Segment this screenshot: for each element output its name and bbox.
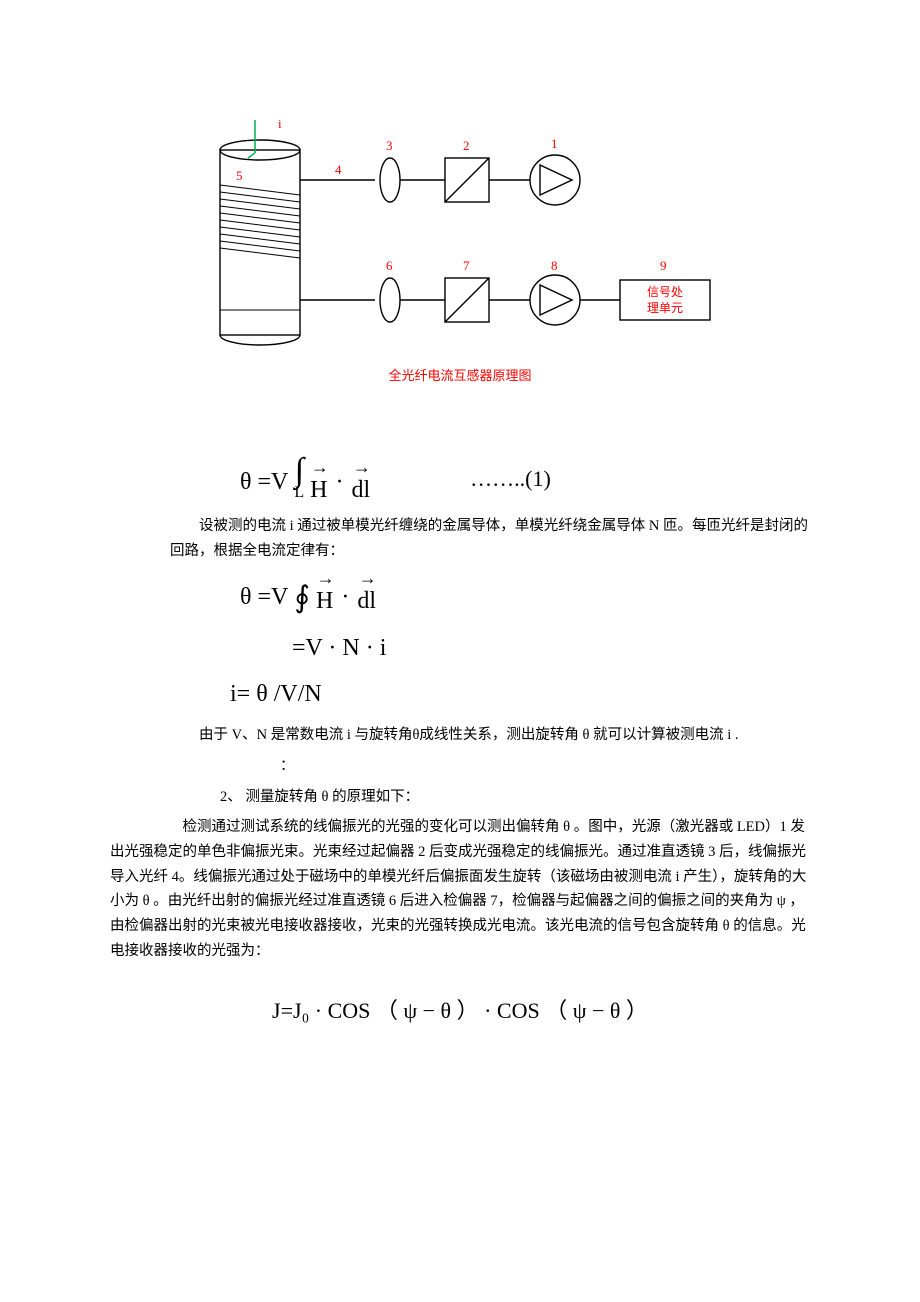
label-i: i (278, 120, 282, 131)
box9-text2: 理单元 (647, 301, 683, 315)
paragraph-2: 由于 V、N 是常数电流 i 与旋转角θ成线性关系，测出旋转角 θ 就可以计算被… (110, 723, 810, 748)
equation-block-2: θ =V ∮ H · dl =V · N · i i= θ /V/N (240, 569, 810, 717)
eq2-l1-H: H (316, 571, 333, 625)
box9-text1: 信号处 (647, 285, 683, 299)
eq1-dot: · (336, 464, 344, 500)
label-4: 4 (335, 162, 342, 177)
eq1-dl: dl (352, 464, 371, 508)
document-page: 信号处 理单元 i 1 2 3 4 5 6 7 8 9 全光纤电流互感器原理图 … (0, 0, 920, 1085)
equation-3: J=J₀ · COS （ ψ − θ ） · COS （ ψ − θ ） (110, 993, 810, 1025)
section-2-heading: 2、 测量旋转角 θ 的原理如下： (220, 785, 810, 810)
eq1-number: ……..(1) (470, 466, 551, 492)
label-7: 7 (463, 258, 470, 273)
diagram-caption: 全光纤电流互感器原理图 (110, 365, 810, 384)
eq2-l2: =V · N · i (292, 626, 386, 672)
eq2-l1-lhs: θ =V (240, 575, 288, 621)
eq2-l3: i= θ /V/N (230, 672, 322, 718)
principle-diagram: 信号处 理单元 i 1 2 3 4 5 6 7 8 9 (200, 120, 720, 355)
label-6: 6 (386, 258, 393, 273)
eq2-l1-dot: · (341, 575, 349, 621)
eq1-sub: L (294, 484, 304, 502)
label-5: 5 (236, 168, 243, 183)
equation-1: θ =V ∫ L H · dl ……..(1) (240, 454, 810, 508)
contour-integral-icon: ∮ (294, 569, 310, 626)
eq1-H: H (310, 464, 327, 508)
eq2-l1-dl: dl (357, 571, 376, 625)
label-3: 3 (386, 138, 393, 153)
paragraph-1: 设被测的电流 i 通过被单模光纤缠绕的金属导体，单模光纤绕金属导体 N 匝。每匝… (110, 514, 810, 563)
eq1-lhs: θ =V (240, 464, 288, 500)
label-9: 9 (660, 258, 667, 273)
paragraph-4: 检测通过测试系统的线偏振光的光强的变化可以测出偏转角 θ 。图中，光源（激光器或… (110, 815, 810, 963)
diagram-svg: 信号处 理单元 i 1 2 3 4 5 6 7 8 9 (200, 120, 720, 350)
label-2: 2 (463, 138, 470, 153)
lone-colon: ： (280, 754, 810, 779)
label-1: 1 (551, 136, 558, 151)
label-8: 8 (551, 258, 558, 273)
